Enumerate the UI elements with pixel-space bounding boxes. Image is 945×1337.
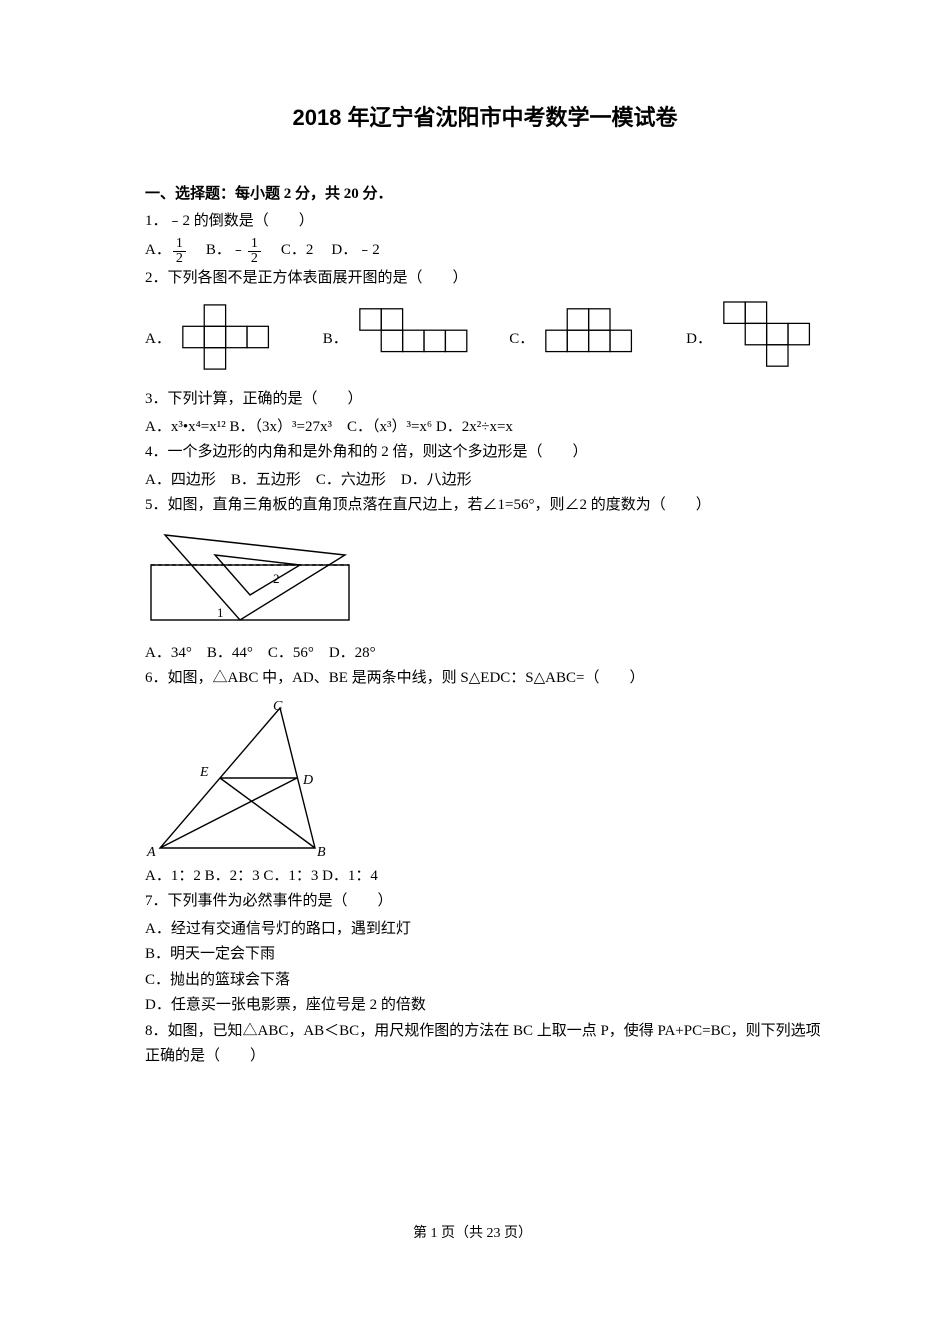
q2-B-label: B． xyxy=(323,327,348,348)
q7-A: A．经过有交通信号灯的路口，遇到红灯 xyxy=(145,917,825,943)
q5-figure: 2 1 xyxy=(145,525,825,635)
label-D: D xyxy=(302,773,313,788)
net-B xyxy=(354,304,471,370)
label-C: C xyxy=(273,699,283,714)
svg-text:2: 2 xyxy=(273,571,280,586)
page-footer: 第 1 页（共 23 页） xyxy=(0,1222,945,1242)
q1-C: C．2 xyxy=(281,238,314,264)
section-header: 一、选择题：每小题 2 分，共 20 分． xyxy=(145,182,825,203)
q7-D: D．任意买一张电影票，座位号是 2 的倍数 xyxy=(145,993,825,1019)
q4-options: A．四边形 B．五边形 C．六边形 D．八边形 xyxy=(145,468,825,494)
q1-options: A．12 B．﹣12 C．2 D．﹣2 xyxy=(145,237,825,266)
label-B: B xyxy=(317,845,326,858)
label-E: E xyxy=(199,765,209,780)
q1-D: D．﹣2 xyxy=(331,238,379,264)
net-D xyxy=(718,297,825,377)
label-A: A xyxy=(146,845,156,858)
q2-A-label: A． xyxy=(145,327,171,348)
q7-C: C．抛出的篮球会下落 xyxy=(145,968,825,994)
q3-options: A．x³•x⁴=x¹² B．（3x）³=27x³ C．（x³）³=x⁶ D．2x… xyxy=(145,415,825,441)
q1-text: 1．﹣2 的倒数是（ ） xyxy=(145,209,825,235)
q6-figure: C E D A B xyxy=(145,698,825,858)
q7-B: B．明天一定会下雨 xyxy=(145,942,825,968)
net-A xyxy=(177,302,284,372)
q8-text: 8．如图，已知△ABC，AB＜BC，用尺规作图的方法在 BC 上取一点 P，使得… xyxy=(145,1019,825,1070)
q5-text: 5．如图，直角三角板的直角顶点落在直尺边上，若∠1=56°，则∠2 的度数为（ … xyxy=(145,493,825,519)
net-C xyxy=(540,304,647,370)
q2-options: A． B． C． D． xyxy=(145,297,825,377)
q7-text: 7．下列事件为必然事件的是（ ） xyxy=(145,889,825,915)
q3-text: 3．下列计算，正确的是（ ） xyxy=(145,387,825,413)
q4-text: 4．一个多边形的内角和是外角和的 2 倍，则这个多边形是（ ） xyxy=(145,440,825,466)
svg-text:1: 1 xyxy=(217,605,224,620)
q2-C-label: C． xyxy=(509,327,534,348)
q5-options: A．34° B．44° C．56° D．28° xyxy=(145,641,825,667)
q2-text: 2．下列各图不是正方体表面展开图的是（ ） xyxy=(145,266,825,292)
page-title: 2018 年辽宁省沈阳市中考数学一模试卷 xyxy=(145,100,825,132)
q1-A: A． xyxy=(145,238,171,264)
q6-text: 6．如图，△ABC 中，AD、BE 是两条中线，则 S△EDC：S△ABC=（ … xyxy=(145,666,825,692)
q2-D-label: D． xyxy=(686,327,712,348)
q6-options: A．1：2 B．2：3 C．1：3 D．1：4 xyxy=(145,864,825,890)
q1-B: B．﹣ xyxy=(206,238,246,264)
